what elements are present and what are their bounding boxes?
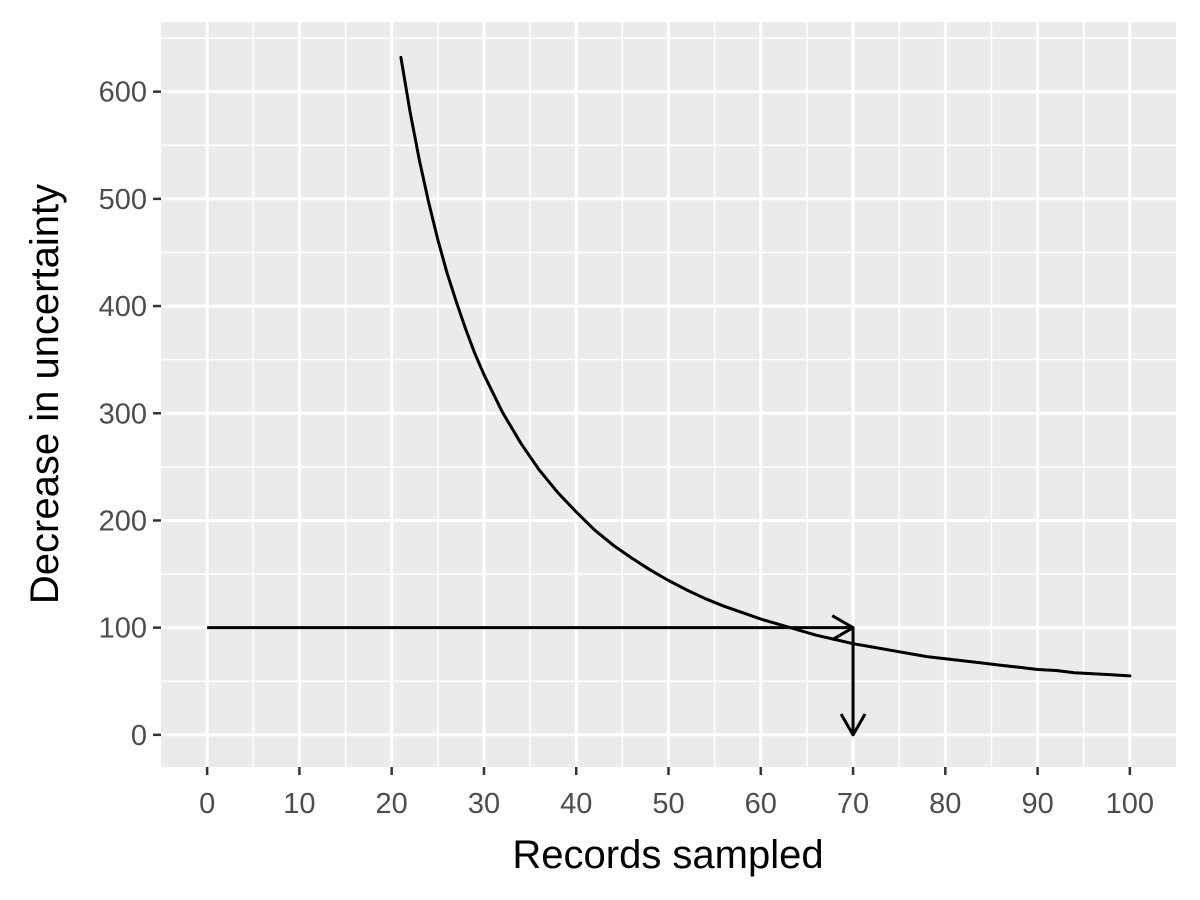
y-tick-label: 600 — [99, 77, 147, 109]
annotation-layer — [207, 614, 867, 737]
x-axis-title: Records sampled — [512, 833, 823, 877]
major-gridlines — [161, 22, 1176, 767]
y-axis: 0 100 200 300 400 500 600 — [99, 77, 161, 752]
y-tick-label: 0 — [131, 720, 147, 752]
series-line — [399, 55, 1132, 678]
y-tick-label: 400 — [99, 291, 147, 323]
x-axis: 0 10 20 30 40 50 60 70 80 90 100 — [199, 767, 1154, 820]
arrow-head — [839, 713, 867, 737]
x-tick-label: 30 — [468, 788, 500, 820]
annotation-arrow — [839, 627, 867, 737]
x-tick-label: 90 — [1021, 788, 1053, 820]
x-tick-label: 0 — [199, 788, 215, 820]
y-axis-title: Decrease in uncertainty — [23, 184, 67, 604]
y-tick-label: 100 — [99, 613, 147, 645]
x-tick-label: 70 — [837, 788, 869, 820]
x-tick-label: 40 — [560, 788, 592, 820]
series-layer — [399, 55, 1132, 678]
x-tick-label: 80 — [929, 788, 961, 820]
y-tick-label: 300 — [99, 398, 147, 430]
y-tick-label: 200 — [99, 505, 147, 537]
x-tick-label: 60 — [745, 788, 777, 820]
x-tick-label: 100 — [1106, 788, 1154, 820]
x-tick-label: 20 — [376, 788, 408, 820]
x-tick-label: 50 — [652, 788, 684, 820]
x-tick-label: 10 — [283, 788, 315, 820]
y-tick-label: 500 — [99, 184, 147, 216]
